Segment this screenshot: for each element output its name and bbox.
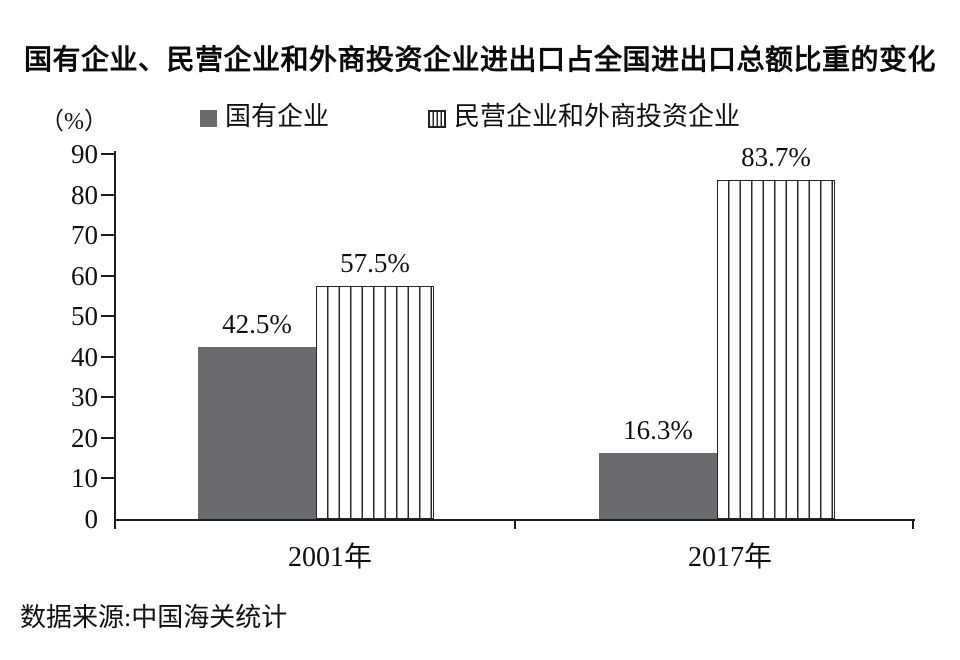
y-tick-label: 30: [71, 382, 98, 413]
chart-title: 国有企业、民营企业和外商投资企业进出口占全国进出口总额比重的变化: [23, 44, 936, 75]
legend-item-private-foreign: 民营企业和外商投资企业: [428, 101, 740, 133]
x-axis-label: 2001年: [287, 542, 372, 573]
bar-solid: [599, 453, 717, 519]
y-tick-label: 90: [71, 139, 98, 169]
y-tick-label: 0: [84, 504, 99, 534]
y-axis-tick: [101, 153, 114, 155]
y-tick-label: 40: [71, 341, 98, 372]
x-axis-line: [114, 519, 915, 521]
x-axis-label: 2017年: [687, 542, 772, 573]
bar-striped: [316, 286, 434, 519]
legend-label: 国有企业: [225, 102, 330, 131]
y-tick-label: 50: [71, 301, 98, 332]
y-axis-tick: [101, 234, 114, 237]
y-axis-tick: [101, 436, 114, 439]
solid-gray-swatch-icon: [200, 110, 217, 127]
y-axis-tick: [101, 315, 114, 318]
bar-value-label: 57.5%: [340, 248, 410, 278]
y-tick-label: 20: [71, 422, 98, 453]
y-axis-line: [114, 151, 116, 529]
bar-striped: [717, 180, 835, 519]
striped-swatch-icon: [428, 109, 446, 128]
y-axis-unit-label: （%）: [40, 109, 108, 135]
y-tick-label: 70: [71, 220, 98, 251]
y-axis-tick: [101, 396, 114, 399]
bar-value-label: 42.5%: [222, 309, 292, 339]
x-axis-tick: [514, 521, 516, 529]
legend-item-state-owned: 国有企业: [200, 101, 329, 133]
y-axis-tick: [101, 477, 114, 480]
y-axis-tick: [101, 355, 114, 358]
y-tick-label: 10: [71, 463, 98, 494]
y-axis-tick: [101, 193, 114, 196]
bar-solid: [198, 347, 316, 519]
legend-label: 民营企业和外商投资企业: [454, 102, 741, 131]
x-axis-tick: [912, 521, 914, 529]
bar-value-label: 16.3%: [623, 415, 693, 445]
y-tick-label: 60: [71, 260, 98, 291]
y-tick-label: 80: [71, 179, 98, 210]
y-axis-tick: [101, 274, 114, 277]
source-note: 数据来源:中国海关统计: [20, 603, 288, 632]
bar-value-label: 83.7%: [741, 142, 811, 172]
